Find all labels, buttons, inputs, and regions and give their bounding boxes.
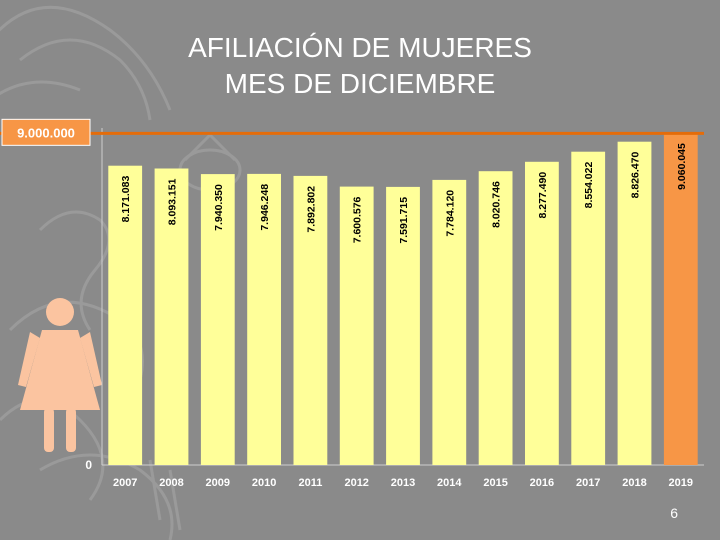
woman-icon	[18, 298, 102, 452]
bar-value-label: 7.600.576	[352, 196, 364, 243]
x-tick-label: 2017	[576, 477, 600, 489]
x-tick-label: 2018	[622, 477, 646, 489]
bar-2012	[339, 186, 374, 465]
bar-value-label: 8.554.022	[583, 162, 595, 209]
bar-value-label: 7.591.715	[398, 197, 410, 244]
x-tick-label: 2010	[252, 477, 276, 489]
bar-value-label: 8.826.470	[630, 152, 642, 199]
bar-value-label: 8.277.490	[537, 172, 549, 219]
bar-value-label: 7.892.802	[305, 186, 317, 233]
x-tick-labels: 2007 2008 2009 2010 2011 2012 2013 2014 2015 2016…	[113, 477, 693, 489]
bar-value-label: 7.784.120	[444, 190, 456, 237]
bar-2008	[154, 168, 189, 465]
x-tick-label: 2014	[437, 477, 462, 489]
bar-value-label: 8.171.083	[120, 176, 132, 223]
x-tick-label: 2008	[159, 477, 183, 489]
bar-value-label: 7.946.248	[259, 184, 271, 231]
title-line-1: AFILIACIÓN DE MUJERES	[188, 32, 532, 63]
bar-value-label: 9.060.045	[676, 143, 688, 190]
bar-2017	[571, 151, 606, 465]
bar-value-label: 8.093.151	[166, 178, 178, 225]
y-tick-label: 0	[85, 458, 92, 472]
x-tick-label: 2019	[669, 477, 693, 489]
bars-group	[108, 133, 698, 466]
bar-2019	[663, 133, 698, 465]
bar-2013	[386, 186, 420, 465]
page-number: 6	[670, 505, 678, 521]
x-tick-label: 2009	[206, 477, 230, 489]
bar-value-labels: 8.171.083 8.093.151 7.940.350 7.946.248 7.89…	[120, 143, 688, 244]
bar-2018	[617, 141, 652, 465]
x-tick-label: 2016	[530, 477, 554, 489]
title-line-2: MES DE DICIEMBRE	[224, 68, 496, 99]
bar-2016	[525, 161, 559, 466]
bar-value-label: 8.020.746	[491, 181, 503, 228]
reference-label: 9.000.000	[17, 125, 75, 140]
bar-value-label: 7.940.350	[213, 184, 225, 231]
x-tick-label: 2012	[344, 477, 368, 489]
bar-2009	[200, 174, 235, 465]
bar-2011	[293, 175, 328, 465]
bar-2010	[247, 173, 281, 465]
bar-2014	[432, 179, 467, 465]
slide-title: AFILIACIÓN DE MUJERES MES DE DICIEMBRE	[140, 30, 580, 102]
bar-2007	[108, 165, 143, 465]
bar-2015	[478, 171, 513, 465]
x-tick-label: 2013	[391, 477, 415, 489]
x-tick-label: 2015	[483, 477, 507, 489]
x-tick-label: 2007	[113, 477, 137, 489]
reference-label-box	[1, 118, 91, 146]
x-tick-label: 2011	[298, 477, 322, 489]
